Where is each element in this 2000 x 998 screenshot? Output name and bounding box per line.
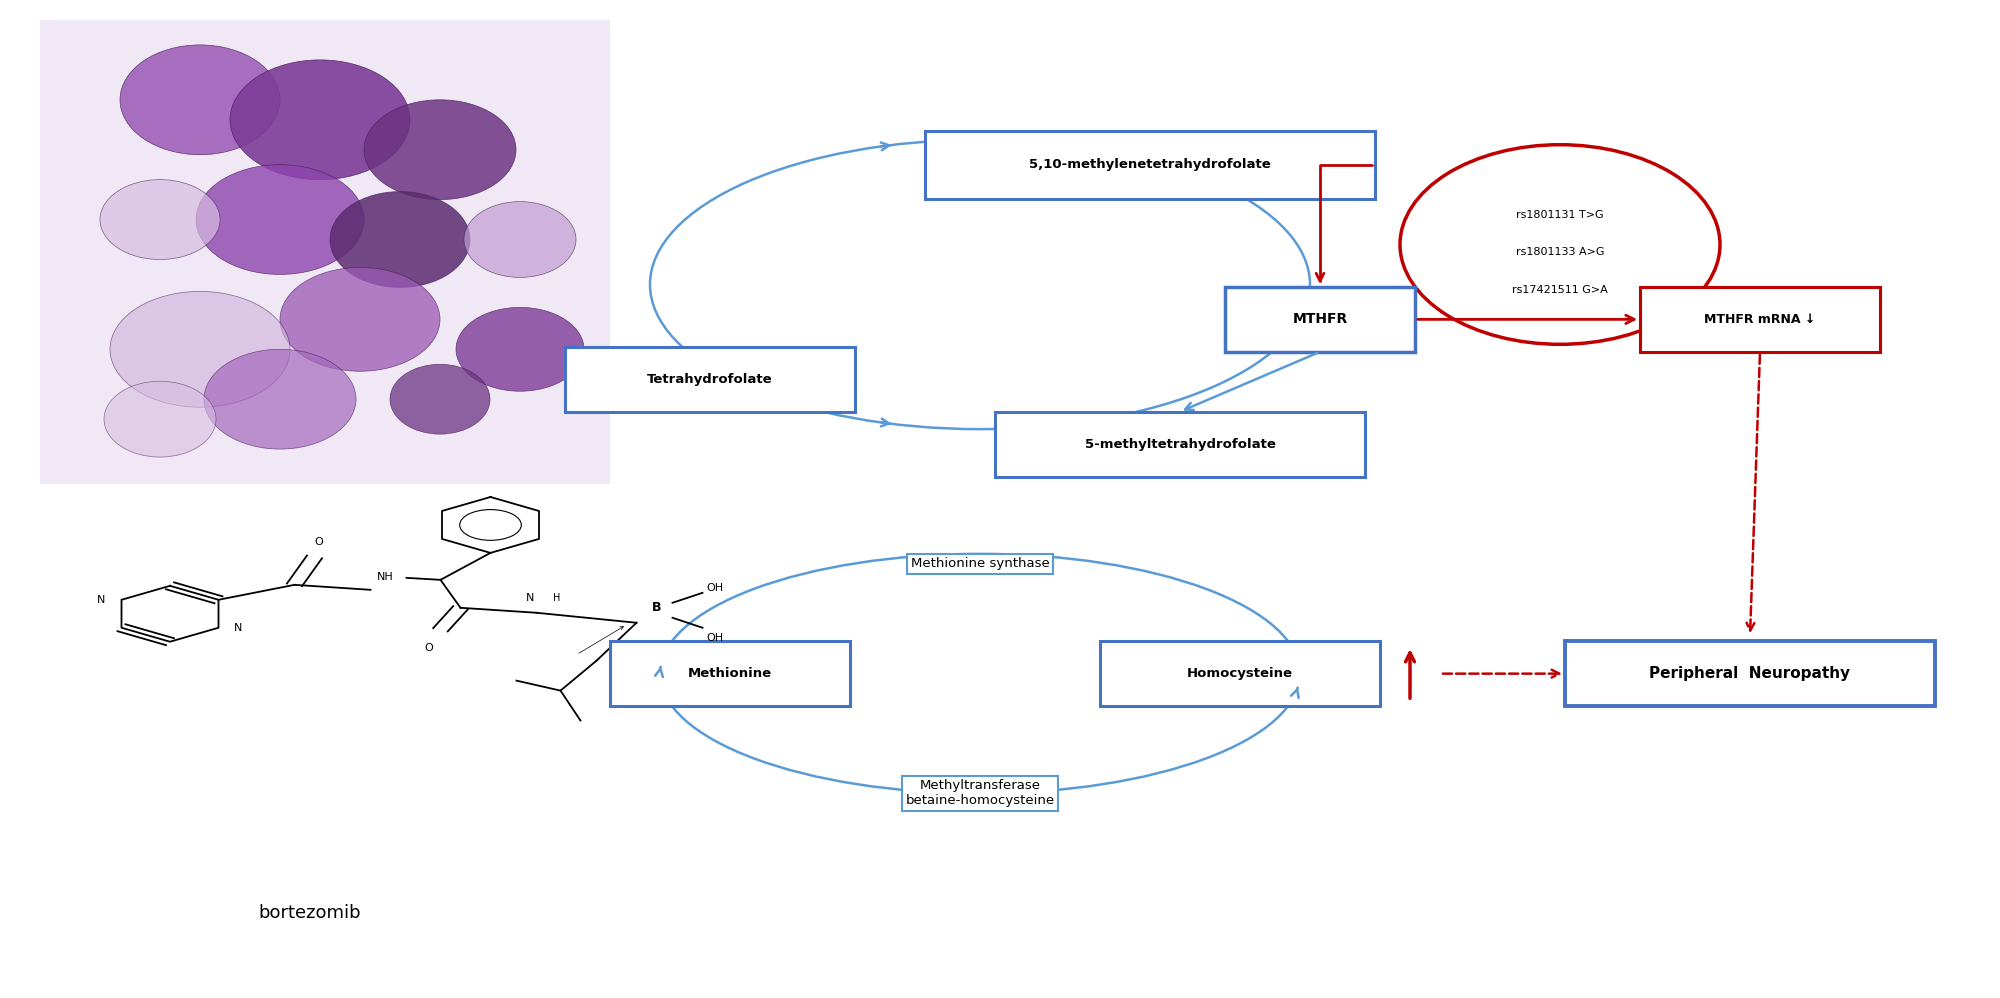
Text: O: O bbox=[314, 537, 322, 547]
Text: MTHFR: MTHFR bbox=[1292, 312, 1348, 326]
Ellipse shape bbox=[230, 60, 410, 180]
Text: OH: OH bbox=[706, 583, 724, 593]
FancyBboxPatch shape bbox=[994, 411, 1364, 477]
FancyBboxPatch shape bbox=[924, 131, 1376, 199]
Text: O: O bbox=[424, 643, 432, 653]
Ellipse shape bbox=[196, 165, 364, 274]
Ellipse shape bbox=[110, 291, 290, 407]
Text: bortezomib: bortezomib bbox=[258, 904, 362, 922]
Text: Methyltransferase
betaine-homocysteine: Methyltransferase betaine-homocysteine bbox=[906, 779, 1054, 807]
Ellipse shape bbox=[456, 307, 584, 391]
Ellipse shape bbox=[464, 202, 576, 277]
FancyBboxPatch shape bbox=[1100, 642, 1380, 707]
Text: Tetrahydrofolate: Tetrahydrofolate bbox=[648, 372, 772, 386]
Ellipse shape bbox=[204, 349, 356, 449]
Text: Methionine: Methionine bbox=[688, 667, 772, 681]
Text: Peripheral  Neuropathy: Peripheral Neuropathy bbox=[1650, 666, 1850, 682]
Ellipse shape bbox=[330, 192, 470, 287]
Text: N: N bbox=[526, 593, 534, 603]
Text: H: H bbox=[552, 593, 560, 603]
Ellipse shape bbox=[364, 100, 516, 200]
Ellipse shape bbox=[280, 267, 440, 371]
Text: rs1801133 A>G: rs1801133 A>G bbox=[1516, 248, 1604, 257]
Text: B: B bbox=[652, 601, 662, 615]
Text: Homocysteine: Homocysteine bbox=[1188, 667, 1292, 681]
Text: rs17421511 G>A: rs17421511 G>A bbox=[1512, 285, 1608, 295]
Ellipse shape bbox=[390, 364, 490, 434]
FancyBboxPatch shape bbox=[1564, 642, 1936, 707]
Bar bbox=[40, 20, 610, 484]
Text: N: N bbox=[98, 595, 106, 605]
Ellipse shape bbox=[104, 381, 216, 457]
Ellipse shape bbox=[120, 45, 280, 155]
FancyBboxPatch shape bbox=[1640, 286, 1880, 352]
FancyBboxPatch shape bbox=[566, 347, 856, 411]
Text: 5,10-methylenetetrahydrofolate: 5,10-methylenetetrahydrofolate bbox=[1030, 158, 1270, 172]
Text: OH: OH bbox=[706, 633, 724, 643]
Text: NH: NH bbox=[376, 572, 394, 582]
FancyBboxPatch shape bbox=[610, 642, 850, 707]
Text: N: N bbox=[234, 623, 242, 633]
Text: rs1801131 T>G: rs1801131 T>G bbox=[1516, 210, 1604, 220]
FancyBboxPatch shape bbox=[1224, 286, 1416, 352]
Text: Methionine synthase: Methionine synthase bbox=[910, 557, 1050, 571]
Text: 5-methyltetrahydrofolate: 5-methyltetrahydrofolate bbox=[1084, 437, 1276, 451]
Text: MTHFR mRNA ↓: MTHFR mRNA ↓ bbox=[1704, 312, 1816, 326]
Ellipse shape bbox=[1400, 145, 1720, 344]
Ellipse shape bbox=[100, 180, 220, 259]
